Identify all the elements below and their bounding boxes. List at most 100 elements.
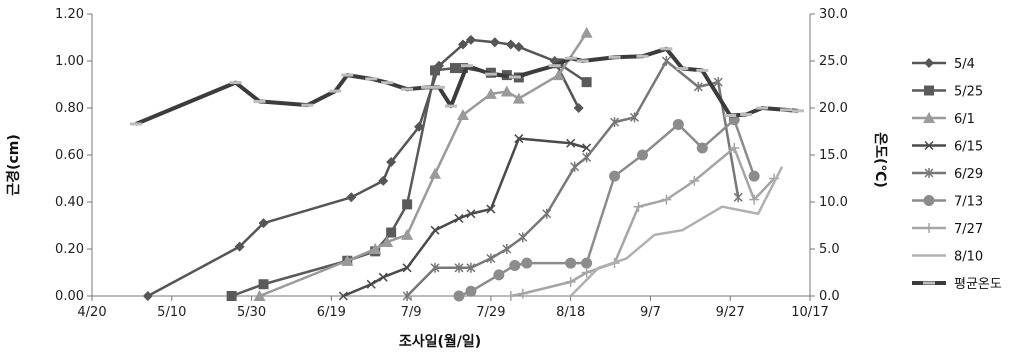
y-tick-label: 0.40 [55, 195, 84, 210]
series-4 [338, 134, 592, 301]
series-point [660, 47, 673, 51]
series-point [608, 55, 621, 59]
x-tick-label: 4/20 [77, 305, 106, 320]
x-tick-label: 5/10 [157, 305, 186, 320]
series-point [548, 64, 561, 68]
series-point [582, 152, 592, 163]
series-6 [453, 114, 760, 302]
series-point [366, 279, 376, 289]
series-point [749, 194, 760, 205]
series-point [465, 34, 476, 45]
x-axis-title: 조사일(월/일) [399, 333, 481, 350]
legend-item: 5/25 [912, 85, 983, 100]
legend-point [924, 85, 934, 96]
series-7 [505, 142, 780, 301]
series-line [406, 59, 740, 297]
series-point [517, 288, 528, 299]
legend-label: 6/1 [954, 112, 975, 127]
series-line [259, 32, 588, 298]
series-point [564, 56, 577, 60]
series-point [329, 89, 342, 93]
series-9 [129, 46, 805, 126]
series-point [693, 81, 703, 92]
series-point [430, 225, 440, 235]
series-point [676, 67, 689, 71]
series-point [505, 39, 516, 50]
y-tick-label: 0.60 [55, 148, 84, 163]
series-point [633, 201, 644, 212]
series-point [258, 218, 269, 229]
series-point [402, 199, 413, 210]
series-point [502, 244, 512, 254]
series-point [386, 157, 397, 168]
series-point [521, 257, 533, 269]
series-point [142, 291, 153, 301]
series-point [429, 167, 442, 179]
series-point [346, 192, 357, 203]
x-tick-label: 7/29 [476, 305, 505, 320]
y2-tick-label: 0.0 [819, 289, 840, 304]
legend-item: 평균온도 [912, 277, 1002, 292]
legend-item: 5/4 [912, 57, 975, 72]
series-point [609, 170, 621, 182]
y-tick-label: 0.80 [55, 101, 84, 116]
series-point [505, 291, 516, 301]
y2-axis-title: 온도(℃) [872, 132, 888, 188]
legend-item: 7/13 [912, 195, 983, 210]
series-line [569, 166, 784, 297]
series-point [513, 41, 524, 52]
y2-tick-label: 10.0 [819, 195, 848, 210]
series-point [486, 204, 496, 214]
axes: 4/20 5/10 5/30 6/19 7/9 7/29 8/18 9/7 9/27 10/170… [55, 7, 848, 320]
series-point [740, 113, 753, 117]
series-point [486, 253, 496, 264]
series-point [748, 170, 760, 182]
series-point [573, 103, 584, 113]
series-point [792, 109, 805, 113]
legend-item: 6/1 [912, 112, 975, 127]
x-tick-label: 9/7 [640, 305, 661, 320]
x-tick-label: 5/30 [237, 305, 266, 320]
series-point [456, 109, 469, 121]
legend-item: 6/29 [912, 167, 983, 182]
series-point [661, 56, 671, 66]
legend-point [923, 112, 935, 123]
series-point [636, 149, 648, 161]
legend-label: 6/29 [954, 167, 983, 182]
series-point [381, 81, 394, 85]
series-point [493, 269, 505, 281]
series-point [780, 108, 793, 112]
series-point [226, 291, 237, 301]
y2-tick-label: 30.0 [819, 7, 848, 22]
series-point [338, 291, 348, 301]
series-point [500, 85, 513, 97]
series-point [369, 243, 382, 254]
series-point [581, 257, 593, 269]
legend-label: 5/4 [954, 57, 975, 72]
series-point [724, 114, 737, 118]
series-point [378, 175, 389, 186]
x-tick-label: 10/17 [791, 305, 828, 320]
series-point [689, 175, 700, 186]
series-point [465, 285, 477, 297]
series-3 [253, 26, 593, 301]
series-point [454, 213, 464, 223]
series-point [696, 68, 709, 72]
series-point [457, 39, 468, 50]
series-point [341, 254, 354, 266]
legend-item: 8/10 [912, 250, 983, 265]
series-point [756, 106, 769, 110]
legend: 5/4 5/25 6/1 6/15 6/29 7/13 7/27 8/10 평균온도 [912, 57, 1002, 292]
chart-marks [129, 26, 805, 302]
y2-tick-label: 25.0 [819, 54, 848, 69]
series-point [610, 117, 620, 128]
series-point [381, 235, 394, 247]
series-point [430, 262, 440, 273]
series-point [508, 75, 521, 79]
series-point [402, 291, 412, 301]
legend-label: 평균온도 [954, 277, 1002, 292]
x-tick-label: 9/27 [716, 305, 745, 320]
series-point [629, 112, 640, 123]
legend-item: 6/15 [912, 140, 983, 155]
